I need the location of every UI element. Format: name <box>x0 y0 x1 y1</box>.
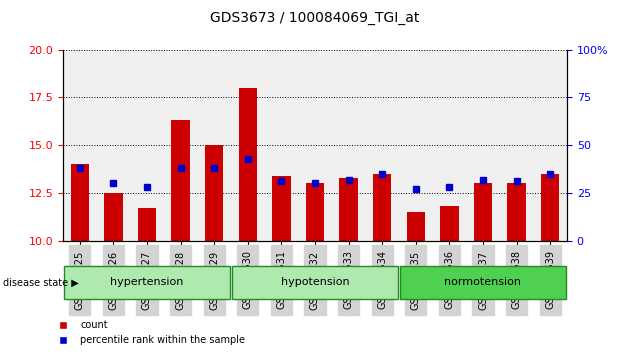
Bar <box>205 145 224 241</box>
Bar <box>373 174 391 241</box>
Bar <box>239 88 257 241</box>
Bar <box>440 206 459 241</box>
Text: hypotension: hypotension <box>281 277 349 287</box>
Bar <box>340 178 358 241</box>
Text: normotension: normotension <box>445 277 522 287</box>
Bar <box>71 164 89 241</box>
Text: hypertension: hypertension <box>110 277 184 287</box>
Bar <box>272 176 290 241</box>
Bar <box>406 212 425 241</box>
Bar <box>400 266 566 299</box>
Bar <box>474 183 492 241</box>
Legend: count, percentile rank within the sample: count, percentile rank within the sample <box>49 316 249 349</box>
Text: disease state ▶: disease state ▶ <box>3 277 79 287</box>
Bar <box>104 193 123 241</box>
Bar <box>306 183 324 241</box>
Text: GDS3673 / 100084069_TGI_at: GDS3673 / 100084069_TGI_at <box>210 11 420 25</box>
Bar <box>171 120 190 241</box>
Bar <box>138 208 156 241</box>
Bar <box>541 174 559 241</box>
Bar <box>232 266 398 299</box>
Bar <box>507 183 526 241</box>
Bar <box>64 266 230 299</box>
